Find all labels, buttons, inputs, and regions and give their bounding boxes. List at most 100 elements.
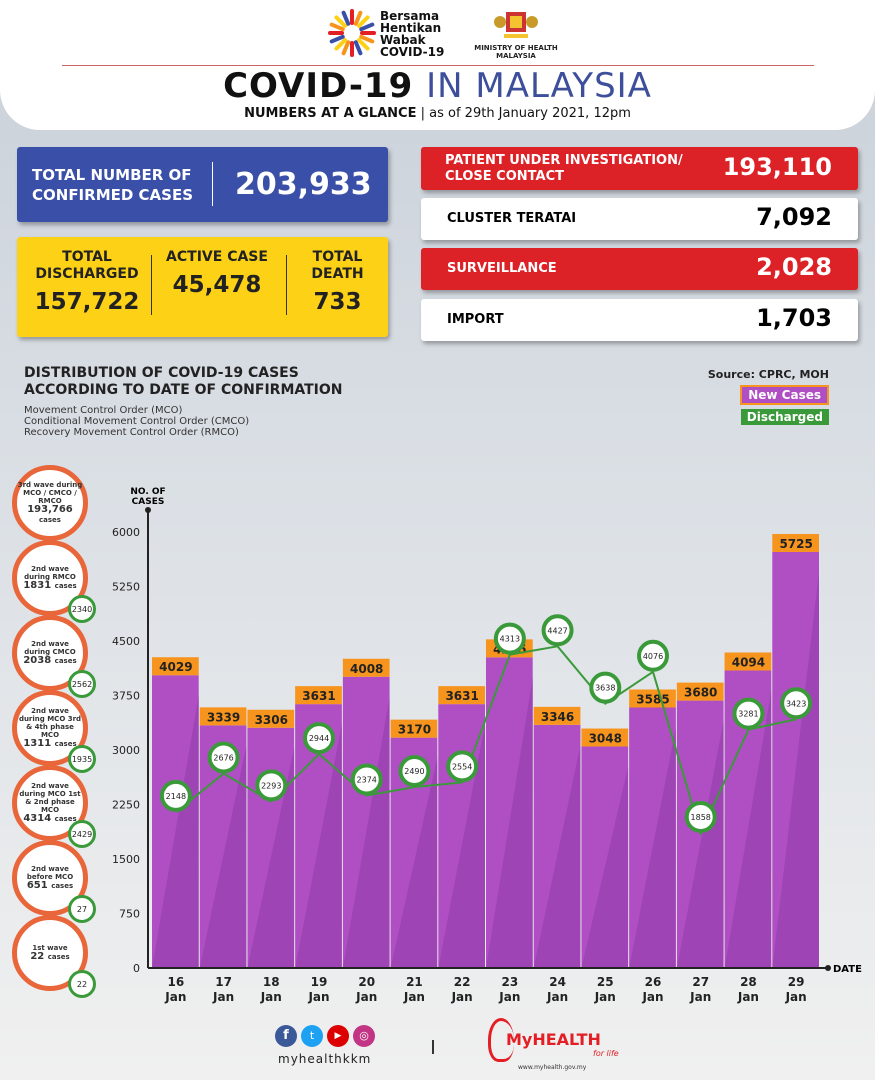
x-tick-label: 17 <box>215 975 232 989</box>
bar-shade <box>676 720 724 968</box>
legend-discharged: Discharged <box>740 409 829 425</box>
active-label: ACTIVE CASE <box>166 249 268 265</box>
x-tick-label: 29 <box>788 975 805 989</box>
x-tick-label: Jan <box>737 990 759 1004</box>
y-axis-label: NO. OF <box>130 487 165 497</box>
y-tick-label: 750 <box>119 908 140 921</box>
section-notes: Movement Control Order (MCO) Conditional … <box>24 405 250 438</box>
y-axis-label: CASES <box>132 497 165 507</box>
bar-value-label: 5725 <box>779 537 812 551</box>
discharged-value-label: 2293 <box>261 781 281 790</box>
twitter-icon[interactable]: t <box>301 1025 323 1047</box>
discharged-marker <box>637 639 669 672</box>
myhealth-logo-icon <box>488 1018 514 1062</box>
death-label: TOTAL DEATH <box>311 249 364 282</box>
bar-value-label: 3048 <box>589 732 622 746</box>
discharged-value-label: 4076 <box>643 652 663 661</box>
page-subtitle: NUMBERS AT A GLANCE | as of 29th January… <box>244 106 631 121</box>
page-title: COVID-19 IN MALAYSIA <box>223 66 652 106</box>
x-tick-label: Jan <box>403 990 425 1004</box>
x-tick-label: Jan <box>594 990 616 1004</box>
x-tick-label: Jan <box>641 990 663 1004</box>
bar-value-label: 3306 <box>255 713 288 727</box>
x-tick-label: 23 <box>502 975 519 989</box>
discharged-value-label: 2944 <box>309 734 329 743</box>
bar-value-label: 3631 <box>445 689 478 703</box>
bar-value-label: 4094 <box>732 656 765 670</box>
instagram-icon[interactable]: ◎ <box>353 1025 375 1047</box>
bar-label-box <box>199 707 247 726</box>
bar-shade <box>199 745 247 968</box>
discharged-marker <box>303 722 335 755</box>
x-tick-label: Jan <box>307 990 329 1004</box>
discharged-marker <box>541 614 574 647</box>
youtube-icon[interactable]: ▶ <box>327 1025 349 1047</box>
discharged-value-label: 2676 <box>213 754 233 763</box>
discharged-value-label: 4313 <box>500 635 520 644</box>
x-tick-label: Jan <box>546 990 568 1004</box>
category-import: IMPORT 1,703 <box>421 299 858 341</box>
discharged-marker <box>493 622 526 655</box>
bar-label-box <box>438 686 485 705</box>
campaign-logo-text: Bersama Hentikan Wabak COVID-19 <box>380 9 445 59</box>
discharged-marker <box>446 750 479 783</box>
x-tick-label: Jan <box>689 990 711 1004</box>
website-url: www.myhealth.gov.my <box>518 1064 587 1071</box>
bar-label-box <box>247 709 295 728</box>
x-tick-label: 26 <box>645 975 662 989</box>
divider <box>62 65 814 66</box>
x-tick-label: Jan <box>212 990 234 1004</box>
y-tick-label: 3000 <box>112 744 140 757</box>
wave-circle: 3rd wave during MCO / CMCO / RMCO 193,766… <box>12 465 88 541</box>
x-tick-label: 27 <box>692 975 709 989</box>
active-value: 45,478 <box>172 272 262 298</box>
discharged-marker <box>159 779 192 812</box>
x-tick-label: 24 <box>549 975 566 989</box>
wave-discharged-badge: 27 <box>68 895 96 923</box>
x-tick-label: 21 <box>406 975 423 989</box>
source: Source: CPRC, MOH <box>707 368 829 381</box>
discharged-label: TOTAL DISCHARGED <box>35 249 139 282</box>
bar-shade <box>533 744 581 968</box>
divider <box>432 1040 434 1054</box>
bar-label-box <box>342 658 390 677</box>
x-axis-label: DATE <box>833 964 862 975</box>
bar-value-label: 3680 <box>684 686 717 700</box>
discharged-value-label: 2374 <box>357 775 377 784</box>
discharged-value-label: 4427 <box>547 626 567 635</box>
discharged-marker <box>255 769 288 802</box>
social-icons: f t ▶ ◎ <box>275 1025 375 1047</box>
x-tick-label: 18 <box>263 975 280 989</box>
bar-label-box <box>676 682 724 701</box>
category-surveillance: SURVEILLANCE 2,028 <box>421 248 858 290</box>
bar-label-box <box>581 728 629 747</box>
y-tick-label: 2250 <box>112 799 140 812</box>
death-value: 733 <box>313 289 362 315</box>
x-axis-cap <box>825 965 831 971</box>
x-tick-label: 16 <box>168 975 185 989</box>
bar-value-label: 3170 <box>398 723 431 737</box>
x-tick-label: Jan <box>164 990 186 1004</box>
discharged-marker <box>398 755 431 788</box>
discharged-value-label: 2554 <box>452 762 472 771</box>
section-title: DISTRIBUTION OF COVID-19 CASES ACCORDING… <box>24 365 343 398</box>
bar-shade <box>772 571 819 968</box>
bar-label-box <box>772 533 819 552</box>
category-cluster: CLUSTER TERATAI 7,092 <box>421 198 858 240</box>
category-pui: PATIENT UNDER INVESTIGATION/ CLOSE CONTA… <box>421 147 858 190</box>
x-tick-label: Jan <box>498 990 520 1004</box>
bar-label-box <box>295 686 342 705</box>
y-tick-label: 5250 <box>112 581 140 594</box>
facebook-icon[interactable]: f <box>275 1025 297 1047</box>
discharged-value-label: 2148 <box>166 792 186 801</box>
discharged-marker <box>207 741 240 774</box>
bar-label-box <box>533 706 581 725</box>
wave-discharged-badge: 1935 <box>68 745 96 773</box>
brand-name: MyHEALTH <box>506 1030 601 1049</box>
wave-discharged-badge: 2429 <box>68 820 96 848</box>
wave-discharged-badge: 22 <box>68 970 96 998</box>
wave-circle: 2nd wave during MCO 3rd & 4th phase MCO 1… <box>12 690 88 766</box>
bar-value-label: 3339 <box>207 710 240 724</box>
confirmed-cases-card: TOTAL NUMBER OF CONFIRMED CASES 203,933 <box>17 147 388 222</box>
